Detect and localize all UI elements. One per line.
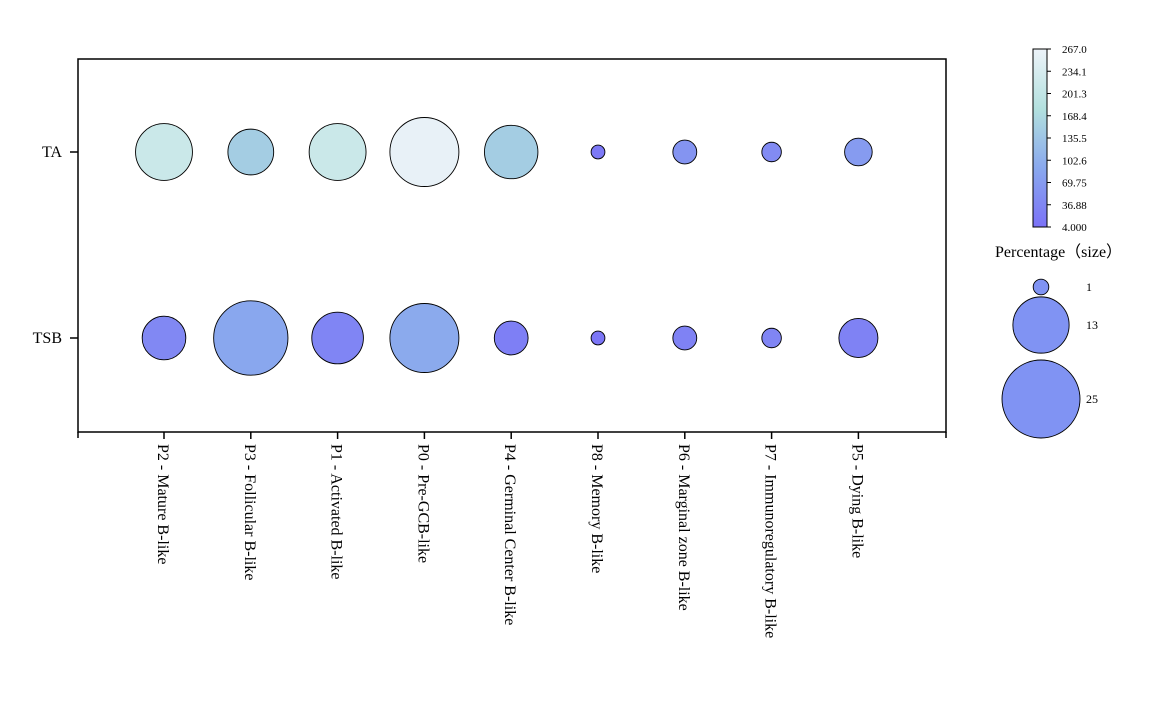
size-legend-bubble: [1032, 278, 1050, 296]
colorbar-tick-label: 4.000: [1062, 222, 1087, 234]
colorbar-ticks: 267.0 234.1 201.3 168.4 135.5 102.6 69.75 36.88…: [1047, 44, 1087, 234]
colorbar-tick-label: 36.88: [1062, 200, 1087, 212]
colorbar-tick-label: 267.0: [1062, 44, 1087, 56]
bubble-layer: [135, 117, 879, 376]
size-legend-label: 13: [1086, 318, 1098, 332]
y-axis: TA TSB: [33, 144, 78, 347]
bubble-ta-7: [761, 141, 782, 163]
colorbar-tick-label: 135.5: [1062, 133, 1087, 145]
colorbar-tick-label: 168.4: [1062, 111, 1087, 123]
bubble-ta-1: [227, 128, 275, 176]
y-tick-label: TA: [42, 144, 62, 161]
x-tick-label: P7 - Immunoregulatory B-like: [762, 444, 779, 638]
size-legend-label: 1: [1086, 280, 1092, 294]
bubble-ta-6: [672, 139, 698, 165]
x-tick-label: P5 - Dying B-like: [848, 444, 865, 558]
bubble-tsb-7: [761, 327, 782, 349]
bubble-tsb-4: [493, 320, 529, 356]
x-tick-label: P0 - Pre-GCB-like: [414, 444, 431, 563]
x-tick-label: P4 - Germinal Center B-like: [501, 444, 518, 625]
bubble-tsb-8: [838, 318, 879, 358]
x-tick-label: P6 - Marginal zone B-like: [675, 444, 692, 611]
bubble-ta-0: [135, 123, 193, 181]
bubble-ta-8: [844, 137, 873, 167]
x-tick-label: P8 - Memory B-like: [588, 444, 605, 573]
colorbar: [1032, 48, 1048, 228]
size-legend-label: 25: [1086, 392, 1098, 406]
colorbar-tick-label: 201.3: [1062, 89, 1087, 101]
bubble-tsb-3: [389, 303, 460, 373]
x-tick-label: P2 - Mature B-like: [154, 444, 171, 564]
bubble-tsb-6: [672, 325, 698, 351]
bubble-tsb-2: [311, 311, 364, 365]
x-tick-label: P3 - Follicular B-like: [241, 444, 258, 580]
y-tick-label: TSB: [33, 330, 62, 347]
bubble-ta-3: [389, 117, 460, 187]
size-legend-title: Percentage（size）: [995, 243, 1122, 261]
plot-frame: [77, 58, 947, 433]
bubble-tsb-5: [590, 330, 606, 346]
size-legend-bubble: [1001, 359, 1081, 439]
colorbar-tick-label: 69.75: [1062, 178, 1087, 190]
bubble-ta-4: [484, 124, 539, 180]
size-legend-bubble: [1012, 296, 1070, 354]
bubble-tsb-0: [141, 315, 187, 361]
x-tick-label: P1 - Activated B-like: [328, 444, 345, 580]
colorbar-tick-label: 234.1: [1062, 66, 1087, 78]
x-axis: P2 - Mature B-like P3 - Follicular B-like…: [77, 432, 947, 638]
bubble-ta-2: [308, 123, 367, 181]
colorbar-tick-label: 102.6: [1062, 155, 1087, 167]
size-legend: 1 13 25: [1001, 278, 1098, 439]
bubble-tsb-1: [213, 300, 289, 376]
bubble-ta-5: [590, 144, 606, 160]
